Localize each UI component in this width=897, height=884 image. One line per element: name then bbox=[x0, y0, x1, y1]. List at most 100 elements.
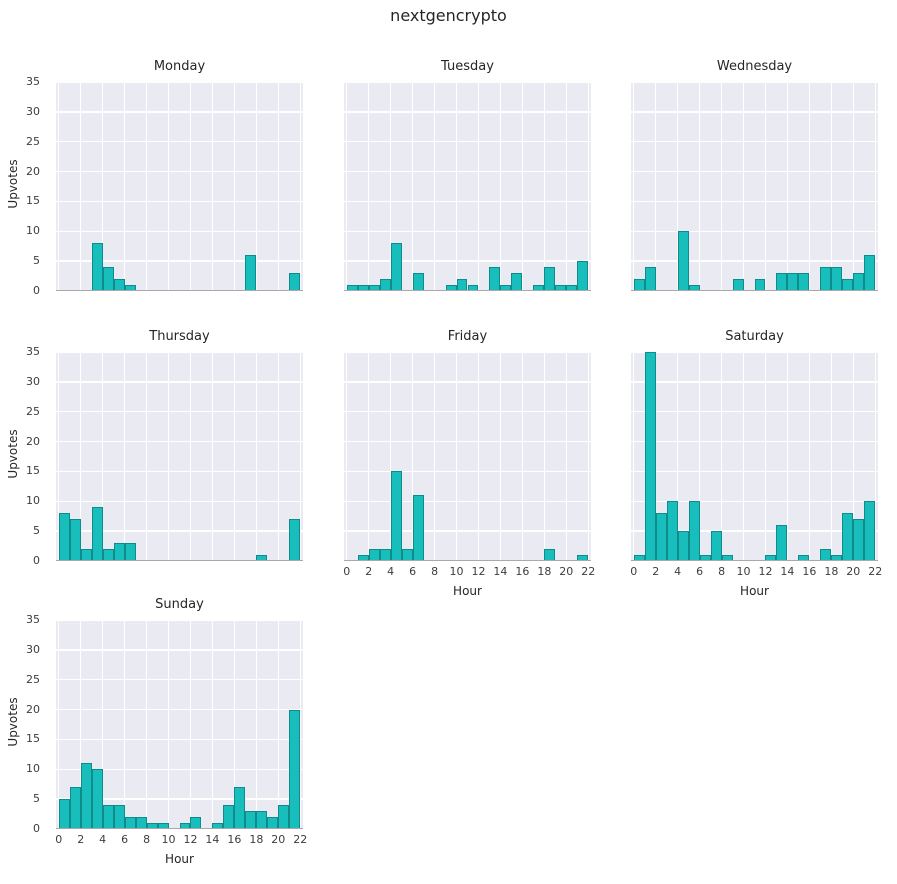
gridline bbox=[411, 82, 414, 291]
gridline bbox=[277, 352, 280, 561]
bar-hour-3 bbox=[666, 501, 678, 561]
x-tick-label: 8 bbox=[431, 565, 439, 578]
plot-area bbox=[344, 351, 591, 562]
x-tick-label: 18 bbox=[824, 565, 839, 578]
bar-hour-5 bbox=[113, 805, 125, 829]
gridline bbox=[344, 470, 591, 473]
gridline bbox=[742, 352, 745, 561]
x-axis-line bbox=[56, 560, 303, 561]
gridline bbox=[145, 82, 148, 291]
bar-hour-2 bbox=[80, 763, 92, 829]
subplot-title: Monday bbox=[153, 59, 206, 74]
x-tick-label: 14 bbox=[205, 833, 220, 846]
y-tick-label: 10 bbox=[26, 762, 40, 776]
x-axis-label: Hour bbox=[165, 852, 194, 866]
gridline bbox=[56, 111, 303, 113]
x-tick-label: 18 bbox=[249, 833, 264, 846]
gridline bbox=[57, 352, 60, 561]
bar-hour-21 bbox=[577, 261, 589, 291]
gridline bbox=[277, 620, 280, 829]
y-axis-ticks: 0 5 10 15 20 25 30 35 bbox=[0, 346, 48, 567]
subplot-title: Tuesday bbox=[441, 59, 494, 74]
gridline bbox=[167, 620, 170, 829]
x-tick-label: 10 bbox=[449, 565, 464, 578]
x-tick-label: 0 bbox=[55, 833, 63, 846]
bar-hour-13 bbox=[776, 273, 788, 291]
subplot-tuesday: Tuesday bbox=[288, 52, 591, 337]
y-tick-label: 35 bbox=[26, 345, 40, 358]
x-tick-label: 2 bbox=[77, 833, 85, 846]
x-tick-label: 2 bbox=[365, 565, 373, 578]
x-tick-label: 8 bbox=[718, 565, 726, 578]
gridline bbox=[654, 352, 657, 561]
gridline bbox=[764, 352, 767, 561]
bar-hour-5 bbox=[688, 501, 700, 561]
y-tick-label: 15 bbox=[26, 194, 40, 208]
gridline bbox=[830, 82, 833, 291]
y-tick-label: 10 bbox=[26, 224, 40, 238]
gridline bbox=[299, 620, 301, 829]
y-tick-label: 25 bbox=[26, 404, 40, 418]
plot-area bbox=[344, 81, 591, 292]
gridline bbox=[56, 619, 303, 621]
gridline bbox=[344, 170, 591, 173]
x-tick-label: 12 bbox=[758, 565, 773, 578]
y-tick-label: 5 bbox=[33, 792, 40, 806]
gridline bbox=[56, 470, 303, 473]
gridline bbox=[56, 81, 303, 83]
gridline bbox=[123, 82, 126, 291]
gridline bbox=[631, 351, 878, 353]
gridline bbox=[631, 560, 878, 562]
gridline bbox=[499, 352, 502, 561]
plot-area bbox=[631, 351, 878, 562]
bar-hour-15 bbox=[511, 273, 523, 291]
bar-hour-0 bbox=[58, 513, 70, 561]
gridline bbox=[698, 82, 701, 291]
gridline bbox=[433, 82, 436, 291]
bar-hour-19 bbox=[842, 513, 854, 561]
gridline bbox=[145, 620, 148, 829]
x-axis-label: Hour bbox=[453, 584, 482, 598]
gridline bbox=[344, 530, 591, 532]
bar-hour-4 bbox=[390, 471, 402, 561]
bar-hour-13 bbox=[776, 525, 788, 561]
gridline bbox=[455, 82, 458, 291]
gridline bbox=[764, 82, 767, 291]
gridline bbox=[79, 352, 82, 561]
gridline bbox=[587, 82, 589, 291]
gridline bbox=[211, 352, 214, 561]
gridline bbox=[344, 440, 591, 443]
subplot-monday: Monday Upvotes 0 5 10 15 20 25 30 35 bbox=[0, 52, 303, 337]
gridline bbox=[631, 81, 878, 83]
x-axis-ticks: 0 2 4 6 8 10 12 14 16 18 20 22 bbox=[630, 565, 882, 581]
gridline bbox=[189, 82, 192, 291]
y-tick-label: 20 bbox=[26, 164, 40, 178]
gridline bbox=[631, 140, 878, 143]
bar-hour-18 bbox=[831, 267, 843, 291]
gridline bbox=[543, 352, 546, 561]
gridline bbox=[56, 140, 303, 143]
plot-area bbox=[56, 619, 303, 830]
gridline bbox=[56, 738, 303, 741]
bar-hour-6 bbox=[124, 543, 136, 561]
bar-hour-3 bbox=[91, 769, 103, 829]
gridline bbox=[56, 828, 303, 830]
gridline bbox=[57, 620, 60, 829]
gridline bbox=[344, 351, 591, 353]
subplot-title: Friday bbox=[447, 329, 488, 344]
bar-hour-18 bbox=[256, 811, 268, 829]
gridline bbox=[367, 352, 370, 561]
gridline bbox=[344, 290, 591, 292]
bar-hour-3 bbox=[91, 507, 103, 561]
bar-hour-7 bbox=[710, 531, 722, 561]
gridline bbox=[79, 620, 82, 829]
bar-hour-17 bbox=[245, 255, 257, 291]
gridline bbox=[455, 352, 458, 561]
gridline bbox=[631, 381, 878, 383]
bar-hour-4 bbox=[390, 243, 402, 291]
gridline bbox=[211, 620, 214, 829]
x-tick-label: 6 bbox=[121, 833, 129, 846]
gridline bbox=[255, 82, 258, 291]
gridline bbox=[233, 352, 236, 561]
